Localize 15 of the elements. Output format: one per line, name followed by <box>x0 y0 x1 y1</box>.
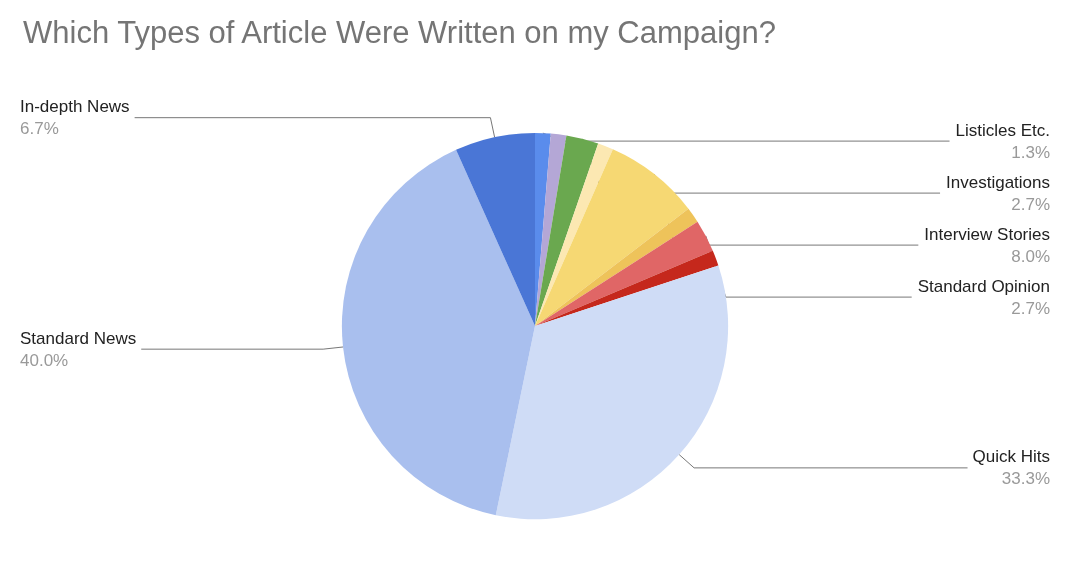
data-label: 2.7% <box>1011 298 1050 318</box>
chart-title: Which Types of Article Were Written on my Campaign? <box>23 15 776 50</box>
data-label: 6.7% <box>20 119 59 139</box>
data-label: 40.0% <box>20 350 69 370</box>
slice-label: Quick Hits <box>972 447 1050 467</box>
slice-label: Listicles Etc. <box>955 120 1050 140</box>
data-label: 33.3% <box>1001 469 1050 489</box>
data-label: 2.7% <box>1011 194 1050 214</box>
data-label: 8.0% <box>1011 246 1050 266</box>
data-label: 1.3% <box>1011 142 1050 162</box>
slice-label: Investigations <box>946 172 1050 192</box>
slice-label: Interview Stories <box>924 224 1050 244</box>
slice-label: Standard Opinion <box>917 276 1050 296</box>
slice-label: In-depth News <box>20 97 130 117</box>
slice-label: Standard News <box>20 328 137 348</box>
